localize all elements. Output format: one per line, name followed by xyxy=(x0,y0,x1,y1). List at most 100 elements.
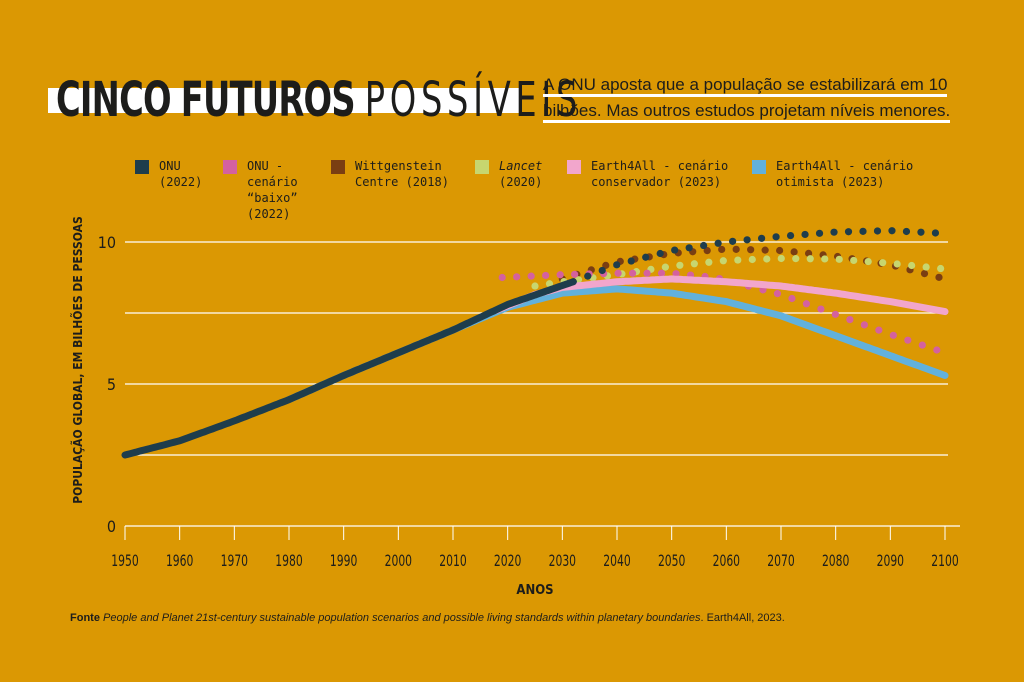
x-tick-label: 2010 xyxy=(439,552,466,570)
x-tick-label: 2020 xyxy=(494,552,521,570)
data-point-2 xyxy=(935,273,943,281)
series-line-0 xyxy=(121,278,577,459)
data-point-1 xyxy=(773,290,782,298)
x-tick-label: 2070 xyxy=(767,552,794,570)
data-point-1 xyxy=(672,270,680,278)
data-point-0 xyxy=(757,234,766,242)
legend-swatch xyxy=(475,160,489,174)
y-axis-label: POPULAÇÃO GLOBAL, EM BILHÕES DE PESSOAS xyxy=(70,216,85,504)
data-point-2 xyxy=(790,248,798,256)
legend-item: ONU - cenário “baixo” (2022) xyxy=(223,158,298,222)
data-point-0 xyxy=(830,228,838,236)
data-point-1 xyxy=(571,270,579,278)
legend-label: Wittgenstein Centre (2018) xyxy=(355,159,449,189)
data-point-3 xyxy=(531,282,539,290)
data-point-1 xyxy=(556,271,564,279)
source-note: Fonte People and Planet 21st-century sus… xyxy=(70,612,785,624)
legend-item: ONU (2022) xyxy=(135,158,202,190)
data-point-3 xyxy=(835,255,843,263)
y-tick-label: 10 xyxy=(98,233,116,252)
data-point-2 xyxy=(776,246,784,255)
data-point-1 xyxy=(918,341,926,349)
data-point-0 xyxy=(598,266,606,275)
data-point-0 xyxy=(656,249,664,258)
data-point-0 xyxy=(772,233,780,241)
data-point-2 xyxy=(747,246,755,254)
data-point-0 xyxy=(743,236,751,244)
title-highlight xyxy=(48,88,520,113)
data-point-1 xyxy=(904,336,912,344)
legend-swatch xyxy=(223,160,237,174)
data-point-2 xyxy=(602,261,610,269)
data-point-1 xyxy=(933,346,941,354)
x-tick-label: 2060 xyxy=(713,552,740,570)
chart-title: CINCO FUTUROS POSSÍVEIS xyxy=(56,72,582,128)
data-point-0 xyxy=(859,227,867,235)
data-point-0 xyxy=(729,237,737,245)
legend-item: Earth4All - cenário conservador (2023) xyxy=(567,158,728,190)
chart-subtitle: A ONU aposta que a população se estabili… xyxy=(543,72,993,124)
data-point-3 xyxy=(748,255,756,264)
x-tick-label: 1980 xyxy=(275,552,302,570)
data-point-0 xyxy=(917,228,925,236)
x-tick-label: 1990 xyxy=(330,552,357,570)
data-point-1 xyxy=(542,271,550,280)
data-point-3 xyxy=(719,257,727,265)
data-point-2 xyxy=(732,245,740,253)
x-tick-label: 2030 xyxy=(549,552,576,570)
data-point-3 xyxy=(806,255,814,263)
data-point-3 xyxy=(705,258,713,266)
data-point-3 xyxy=(908,261,916,270)
x-tick-label: 1950 xyxy=(111,552,138,570)
data-point-0 xyxy=(627,257,635,265)
data-point-1 xyxy=(614,269,622,277)
data-point-2 xyxy=(920,269,929,278)
data-point-3 xyxy=(690,260,698,268)
data-point-0 xyxy=(613,261,621,269)
data-point-1 xyxy=(643,269,651,277)
data-point-3 xyxy=(879,259,887,267)
data-point-0 xyxy=(873,227,882,235)
data-point-0 xyxy=(815,229,824,237)
legend-label: Lancet (2020) xyxy=(499,159,543,189)
title-part3: POSSÍVEIS xyxy=(364,72,583,128)
data-point-1 xyxy=(657,269,666,277)
legend-label: ONU (2022) xyxy=(159,159,203,189)
legend-swatch xyxy=(752,160,766,174)
title-part1: CINCO xyxy=(56,72,172,128)
data-point-1 xyxy=(802,300,811,308)
legend-label: ONU - cenário “baixo” (2022) xyxy=(247,159,298,221)
series-line-5 xyxy=(285,285,949,404)
title-part2: FUTUROS xyxy=(180,72,356,128)
x-tick-label: 2000 xyxy=(385,552,412,570)
series-line-4 xyxy=(493,275,949,316)
x-tick-label: 2100 xyxy=(931,552,958,570)
data-point-3 xyxy=(792,255,800,263)
data-point-0 xyxy=(671,246,679,254)
data-point-1 xyxy=(846,315,854,324)
data-point-3 xyxy=(545,280,554,288)
x-tick-label: 2080 xyxy=(822,552,849,570)
data-point-1 xyxy=(817,305,825,313)
data-point-0 xyxy=(931,229,940,237)
legend-label: Earth4All - cenário otimista (2023) xyxy=(776,159,914,189)
data-point-3 xyxy=(893,260,901,268)
data-point-3 xyxy=(821,255,829,263)
data-point-1 xyxy=(889,331,897,339)
data-point-3 xyxy=(864,257,872,266)
data-point-0 xyxy=(801,230,809,239)
legend-item: Lancet (2020) xyxy=(475,158,542,190)
data-point-3 xyxy=(676,261,684,269)
legend-swatch xyxy=(331,160,345,174)
data-point-3 xyxy=(763,255,771,263)
data-point-1 xyxy=(831,310,839,318)
data-point-0 xyxy=(844,228,853,236)
data-point-3 xyxy=(777,254,785,263)
data-point-2 xyxy=(718,245,726,254)
data-point-2 xyxy=(761,246,769,254)
data-point-3 xyxy=(922,263,930,271)
data-point-0 xyxy=(888,227,896,235)
data-point-0 xyxy=(642,253,650,261)
data-point-1 xyxy=(498,273,506,282)
